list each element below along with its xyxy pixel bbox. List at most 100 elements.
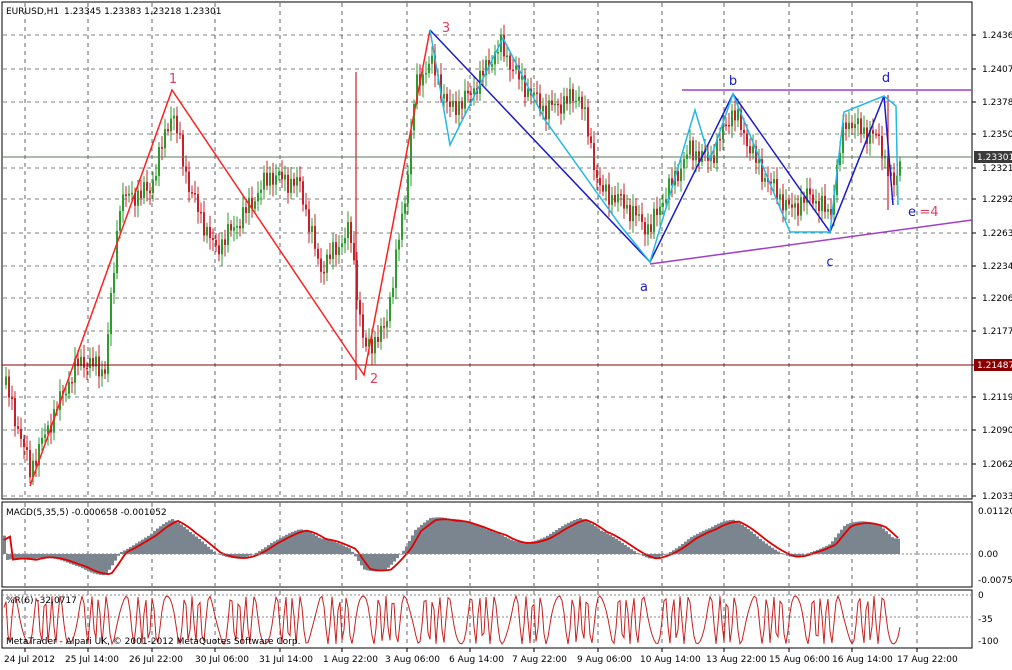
price-tick-label: 1.24365 <box>982 31 1012 41</box>
macd-bar <box>309 532 312 554</box>
candle-body <box>578 96 580 101</box>
candle-body <box>842 122 844 154</box>
macd-histogram <box>3 517 900 576</box>
candle-body <box>80 356 82 367</box>
candle-body <box>89 358 91 369</box>
macd-bar <box>111 554 114 566</box>
candle-body <box>509 55 511 70</box>
time-tick-label: 25 Jul 14:00 <box>65 655 119 665</box>
price-tick-label: 1.22345 <box>982 262 1012 272</box>
macd-bar <box>546 535 549 554</box>
candle-body <box>581 96 583 110</box>
macd-bar <box>870 522 873 554</box>
macd-bar <box>105 554 108 574</box>
macd-label: MACD(5,35,5) -0.000658 -0.001052 <box>6 508 167 518</box>
candle-body <box>620 194 622 196</box>
candle-body <box>746 133 748 147</box>
macd-bar <box>435 517 438 554</box>
macd-bar <box>315 535 318 554</box>
candle-body <box>329 254 331 260</box>
macd-bar <box>867 521 870 554</box>
macd-bar <box>600 530 603 554</box>
time-axis[interactable]: 24 Jul 2012 25 Jul 14:00 26 Jul 22:00 30 Ju… <box>4 648 958 665</box>
macd-bar <box>279 537 282 554</box>
macd-bar <box>747 529 750 554</box>
macd-bar <box>657 554 660 558</box>
candle-body <box>788 199 790 205</box>
candle-body <box>764 178 766 182</box>
macd-bar <box>336 542 339 554</box>
candle-body <box>803 197 805 203</box>
corrective-abcde-zigzag[interactable] <box>429 29 894 264</box>
candle-body <box>569 89 571 104</box>
macd-bar <box>273 541 276 554</box>
macd-bar <box>885 531 888 554</box>
macd-bar <box>204 544 207 554</box>
candle-body <box>83 356 85 368</box>
price-tick-label: 1.22060 <box>982 294 1012 304</box>
candle-body <box>116 230 118 274</box>
lower-triangle-trendline[interactable] <box>649 219 973 265</box>
candle-body <box>266 172 268 186</box>
candle-body <box>422 74 424 86</box>
candle-body <box>785 199 787 211</box>
macd-bar <box>216 553 219 555</box>
candle-body <box>155 175 157 181</box>
macd-bar <box>192 534 195 554</box>
candle-body <box>17 426 19 429</box>
candle-body <box>386 321 388 328</box>
candle-body <box>713 155 715 164</box>
macd-bar <box>276 539 279 554</box>
sub-wave-zigzag[interactable] <box>429 29 899 264</box>
candle-body <box>71 381 73 384</box>
bid-price-label: 1.23301 <box>977 153 1012 163</box>
main-price-panel[interactable] <box>1 1 973 500</box>
macd-bar <box>174 520 177 554</box>
candle-body <box>731 110 733 127</box>
candle-body <box>671 178 673 186</box>
macd-bar <box>876 524 879 554</box>
candle-body <box>848 122 850 130</box>
macd-bar <box>468 522 471 554</box>
wpr-tick-label: -100 <box>978 637 999 647</box>
candle-body <box>125 194 127 196</box>
candle-body <box>326 254 328 273</box>
macd-bar <box>474 524 477 554</box>
macd-bar <box>861 521 864 554</box>
macd-bar <box>540 538 543 554</box>
candle-body <box>839 153 841 166</box>
candle-body <box>875 133 877 136</box>
candle-body <box>356 260 358 301</box>
wpr-panel[interactable] <box>1 589 973 649</box>
macd-bar <box>756 536 759 554</box>
candle-body <box>35 460 37 466</box>
candle-body <box>758 159 760 163</box>
candle-body <box>626 204 628 209</box>
candle-body <box>725 124 727 127</box>
candle-body <box>563 96 565 114</box>
macd-bar <box>96 554 99 575</box>
macd-bar <box>840 529 843 554</box>
candle-body <box>272 172 274 185</box>
candle-body <box>263 172 265 190</box>
macd-bar <box>237 554 240 559</box>
candle-body <box>41 437 43 444</box>
macd-bar <box>165 522 168 554</box>
macd-bar <box>3 535 6 554</box>
macd-bar <box>141 539 144 554</box>
macd-bar <box>723 521 726 554</box>
macd-bar <box>18 554 21 559</box>
macd-bar <box>618 540 621 554</box>
price-axis[interactable]: 1.24365 1.24070 1.23785 1.23500 1.23210 1.229… <box>972 31 1012 502</box>
wpr-axis: 0 -35 -100 <box>978 591 999 647</box>
macd-bar <box>831 541 834 554</box>
candle-body <box>104 369 106 374</box>
candle-body <box>728 124 730 127</box>
impulse-wave-zigzag[interactable] <box>29 29 431 487</box>
macd-bar <box>534 540 537 554</box>
price-tick-label: 1.23785 <box>982 98 1012 108</box>
macd-bar <box>708 528 711 554</box>
candle-body <box>566 96 568 104</box>
